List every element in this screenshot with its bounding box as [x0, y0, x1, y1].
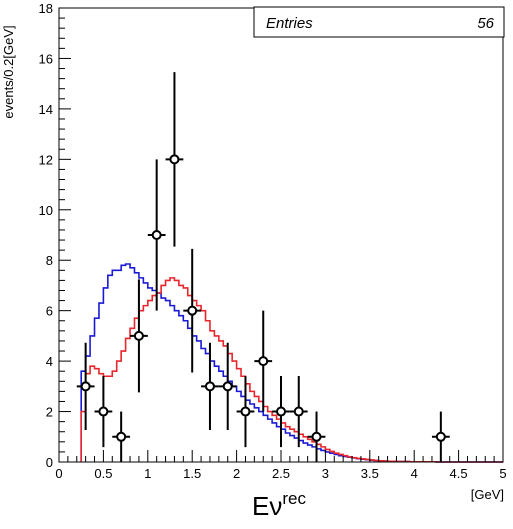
data-point — [254, 310, 273, 412]
data-point-marker — [240, 406, 251, 417]
data-point-marker — [187, 305, 198, 316]
data-point-marker — [222, 381, 233, 392]
y-tick-label: 6 — [46, 304, 53, 319]
x-tick-label: 5 — [499, 466, 506, 481]
data-point-marker — [169, 154, 180, 165]
ticks-layer: 0 0.5 1 1.5 2 2.5 3 3.5 4 4.5 5 0 2 4 6 8 10 12 14 16 18 — [39, 1, 507, 481]
x-tick-label: 2 — [233, 466, 240, 481]
x-tick-label: 4.5 — [450, 466, 468, 481]
x-tick-label: 1.5 — [183, 466, 201, 481]
x-tick-label: 0.5 — [94, 466, 112, 481]
data-point-marker — [258, 356, 269, 367]
y-tick-label: 14 — [39, 102, 53, 117]
data-point — [289, 375, 308, 448]
data-point — [130, 279, 148, 393]
data-point — [94, 375, 113, 448]
data-point — [112, 411, 131, 462]
data-point — [183, 248, 202, 373]
y-tick-label: 4 — [46, 354, 53, 369]
data-point-marker — [151, 230, 162, 240]
x-axis-label: Eνrec — [252, 489, 306, 521]
series-layer — [80, 263, 503, 463]
data-point — [201, 342, 219, 430]
y-tick-label: 2 — [46, 405, 53, 420]
data-point-marker — [311, 431, 322, 442]
x-tick-label: 0 — [55, 466, 62, 481]
x-axis-label-superscript: rec — [282, 489, 306, 508]
y-tick-label: 10 — [39, 203, 53, 218]
data-point — [165, 72, 184, 247]
data-point-marker — [204, 381, 215, 392]
x-tick-label: 4 — [411, 466, 418, 481]
x-tick-label: 2.5 — [272, 466, 290, 481]
stats-box-frame — [253, 6, 505, 38]
data-point — [76, 342, 95, 430]
data-point-marker — [435, 431, 446, 442]
x-axis-unit: [GeV] — [471, 487, 504, 502]
x-tick-label: 3.5 — [361, 466, 379, 481]
data-point — [236, 375, 255, 448]
stats-box: Entries 56 — [253, 6, 505, 38]
x-axis-label-main: Eν — [252, 491, 282, 521]
y-tick-label: 16 — [39, 51, 53, 66]
data-point — [272, 375, 290, 448]
x-tick-label: 1 — [144, 466, 151, 481]
y-tick-label: 12 — [39, 152, 53, 167]
y-tick-label: 8 — [46, 253, 53, 268]
data-point-marker — [116, 431, 127, 442]
data-point — [218, 342, 237, 430]
stats-entries-label: Entries — [266, 15, 313, 32]
data-point-marker — [133, 330, 144, 341]
data-points-layer — [76, 72, 450, 462]
series-red-line — [80, 277, 503, 463]
y-tick-label: 0 — [46, 455, 53, 470]
y-axis-label: events/0.2[GeV] — [1, 25, 16, 118]
data-point-marker — [276, 406, 286, 417]
stats-entries-value: 56 — [477, 15, 494, 32]
data-point — [431, 411, 450, 462]
data-point-marker — [80, 381, 91, 392]
data-point — [147, 159, 166, 311]
y-tick-label: 18 — [39, 1, 53, 16]
data-point-marker — [98, 406, 109, 417]
data-point — [307, 411, 326, 462]
data-point-marker — [293, 406, 304, 417]
x-tick-label: 3 — [322, 466, 329, 481]
